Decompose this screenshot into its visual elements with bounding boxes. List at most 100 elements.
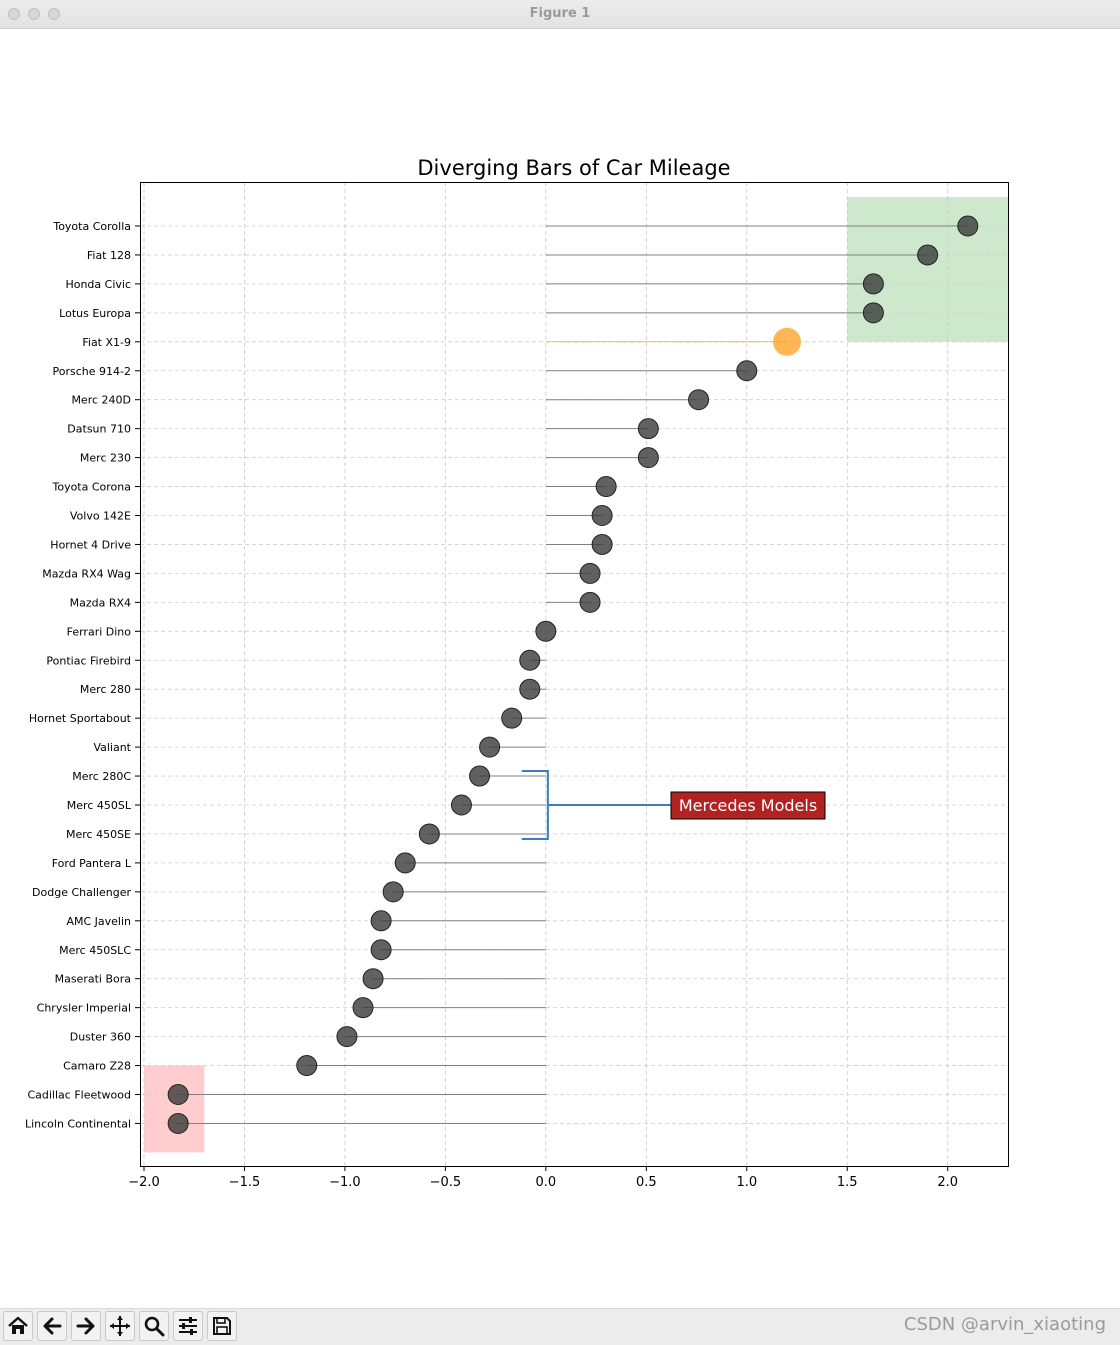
y-tick-label: Merc 450SLC: [59, 944, 131, 957]
pan-button[interactable]: [105, 1311, 135, 1341]
data-point: [862, 302, 884, 324]
pan-move-icon: [110, 1316, 130, 1336]
y-tick-label: Hornet Sportabout: [29, 712, 132, 725]
y-tick-label: Ferrari Dino: [67, 625, 132, 638]
data-point: [167, 1112, 189, 1134]
chart-title: Diverging Bars of Car Mileage: [417, 156, 730, 180]
y-tick-label: Honda Civic: [65, 278, 131, 291]
y-tick-label: AMC Javelin: [66, 915, 131, 928]
highlight-region-2: [144, 1065, 205, 1153]
data-point: [957, 215, 979, 237]
save-button[interactable]: [207, 1311, 237, 1341]
forward-arrow-icon: [76, 1317, 95, 1335]
data-point: [535, 620, 557, 642]
data-point: [591, 533, 613, 555]
data-point: [501, 707, 523, 729]
y-tick-label: Merc 450SL: [67, 799, 132, 812]
data-point: [370, 910, 392, 932]
data-point: [469, 765, 491, 787]
data-point: [862, 273, 884, 295]
y-tick-label: Mazda RX4: [70, 596, 131, 609]
data-point: [167, 1084, 189, 1105]
data-point: [519, 678, 541, 700]
y-tick-label: Cadillac Fleetwood: [27, 1089, 131, 1102]
forward-button[interactable]: [71, 1311, 101, 1341]
window-titlebar: Figure 1: [0, 0, 1120, 29]
data-point: [772, 327, 801, 356]
x-tick-label: 1.5: [837, 1175, 858, 1190]
annotation-box: [670, 791, 826, 820]
y-tick-label: Dodge Challenger: [32, 886, 131, 899]
y-tick-label: Datsun 710: [67, 423, 131, 436]
annotation-bracket: [521, 770, 671, 840]
data-point: [370, 939, 392, 961]
data-point: [418, 823, 440, 845]
home-button[interactable]: [3, 1311, 33, 1341]
back-button[interactable]: [37, 1311, 67, 1341]
home-icon: [8, 1316, 28, 1334]
x-tick-label: −0.5: [430, 1175, 462, 1190]
data-point: [362, 968, 384, 990]
y-tick-label: Ford Pantera L: [52, 857, 132, 870]
x-tick-label: 1.0: [736, 1175, 757, 1190]
y-tick-label: Toyota Corolla: [52, 220, 131, 233]
floppy-save-icon: [213, 1317, 231, 1335]
y-tick-label: Pontiac Firebird: [46, 654, 131, 667]
data-point: [637, 418, 659, 440]
data-point: [394, 852, 416, 874]
data-point: [637, 447, 659, 469]
data-point: [591, 505, 613, 526]
y-tick-label: Lotus Europa: [59, 307, 131, 320]
minimize-window-icon[interactable]: [28, 8, 40, 20]
y-tick-label: Volvo 142E: [70, 510, 131, 523]
diverging-lollipop-chart: Diverging Bars of Car Mileage Mercedes M…: [25, 156, 1009, 1190]
x-tick-label: 0.5: [636, 1175, 657, 1190]
data-point: [579, 591, 601, 613]
data-point: [519, 649, 541, 671]
window-title: Figure 1: [529, 6, 591, 21]
y-tick-label: Hornet 4 Drive: [50, 538, 131, 551]
y-tick-label: Merc 240D: [71, 394, 131, 407]
data-point: [579, 562, 601, 584]
data-point: [352, 997, 374, 1019]
data-point: [595, 476, 617, 498]
data-point: [736, 360, 758, 382]
sliders-icon: [179, 1317, 197, 1335]
y-tick-label: Maserati Bora: [55, 973, 131, 986]
data-point: [336, 1026, 358, 1048]
y-tick-label: Merc 450SE: [66, 828, 131, 841]
annotation-text: Mercedes Models: [679, 796, 817, 815]
y-tick-label: Toyota Corona: [51, 481, 131, 494]
x-tick-label: 0.0: [536, 1175, 557, 1190]
y-tick-label: Lincoln Continental: [25, 1117, 131, 1130]
configure-button[interactable]: [173, 1311, 203, 1341]
close-window-icon[interactable]: [8, 8, 20, 20]
zoom-button[interactable]: [139, 1311, 169, 1341]
y-tick-label: Mazda RX4 Wag: [42, 567, 131, 580]
zoom-magnifier-icon: [144, 1316, 165, 1337]
y-tick-label: Merc 230: [80, 452, 131, 465]
y-tick-label: Fiat X1-9: [82, 336, 131, 349]
data-point: [296, 1055, 318, 1077]
back-arrow-icon: [43, 1317, 62, 1335]
data-point: [917, 244, 939, 266]
navigation-toolbar: [0, 1308, 1120, 1345]
zoom-window-icon[interactable]: [48, 8, 60, 20]
y-tick-label: Merc 280: [80, 683, 131, 696]
data-point: [382, 881, 404, 903]
data-point: [450, 794, 472, 816]
x-tick-label: −1.0: [329, 1175, 361, 1190]
watermark-text: CSDN @arvin_xiaoting: [903, 1314, 1106, 1335]
y-tick-label: Duster 360: [70, 1031, 131, 1044]
x-tick-label: −1.5: [229, 1175, 261, 1190]
y-tick-label: Chrysler Imperial: [37, 1002, 131, 1015]
y-tick-label: Camaro Z28: [63, 1060, 131, 1073]
axes-frame: [140, 182, 1009, 1167]
y-tick-label: Fiat 128: [87, 249, 131, 262]
x-tick-label: 2.0: [937, 1175, 958, 1190]
x-tick-label: −2.0: [128, 1175, 160, 1190]
data-point: [688, 389, 710, 411]
y-tick-label: Merc 280C: [72, 770, 131, 783]
data-point: [479, 736, 501, 758]
y-tick-label: Porsche 914-2: [53, 365, 131, 378]
